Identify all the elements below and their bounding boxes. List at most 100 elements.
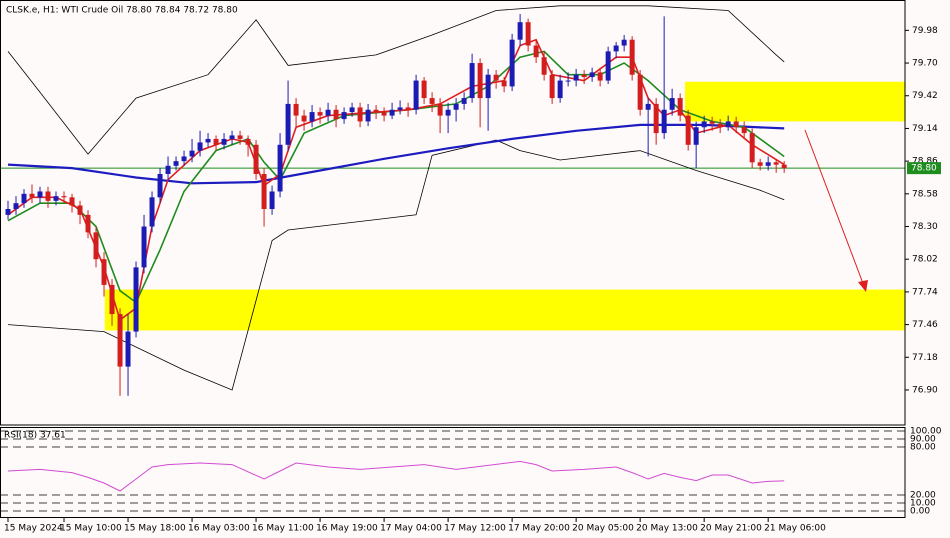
candle-body (661, 109, 667, 134)
rsi-tick-label: 20.00 (910, 491, 936, 501)
rsi-tick-label: 100.00 (910, 427, 942, 437)
candle-body (301, 115, 307, 122)
y-tick-label: 79.42 (912, 91, 938, 101)
candle-body (781, 164, 787, 169)
candle-body (589, 72, 595, 78)
candle-body (197, 142, 203, 151)
y-tick-label: 79.14 (912, 124, 938, 134)
y-tick-label: 77.18 (912, 353, 938, 363)
candle-body (461, 98, 467, 104)
candle-body (237, 135, 243, 139)
candle-body (93, 232, 99, 260)
y-tick-label: 78.58 (912, 189, 938, 199)
x-tick-label: 16 May 03:00 (188, 524, 250, 534)
candle-body (109, 284, 115, 315)
candle-body (469, 63, 475, 99)
candle-body (245, 138, 251, 145)
current-price-label: 78.80 (911, 164, 937, 174)
candle-body (13, 203, 19, 209)
rsi-tick-label: 90.00 (910, 435, 936, 445)
candle-body (277, 144, 283, 192)
candle-body (61, 196, 67, 198)
candle-body (141, 226, 147, 268)
price-frame (0, 0, 906, 426)
candle-body (221, 138, 227, 145)
candle-body (533, 45, 539, 58)
x-tick-label: 21 May 06:00 (764, 524, 826, 534)
candle-body (605, 51, 611, 81)
candle-body (181, 156, 187, 162)
rsi-frame (0, 427, 906, 518)
candle-body (701, 121, 707, 128)
candle-body (421, 80, 427, 99)
candle-body (413, 80, 419, 110)
candle-body (397, 107, 403, 110)
candle-body (485, 74, 491, 99)
y-tick-label: 78.02 (912, 255, 938, 265)
candle-body (117, 314, 123, 367)
candle-body (557, 80, 563, 99)
candle-body (429, 98, 435, 104)
candle-body (333, 109, 339, 120)
y-tick-label: 76.90 (912, 385, 938, 395)
candle-body (493, 74, 499, 81)
candle-body (165, 165, 171, 174)
candle-body (541, 57, 547, 75)
candle-body (477, 63, 483, 99)
y-tick-label: 79.70 (912, 59, 938, 69)
x-tick-label: 20 May 05:00 (572, 524, 634, 534)
candle-body (157, 173, 163, 198)
x-tick-label: 20 May 13:00 (636, 524, 698, 534)
candle-body (693, 127, 699, 145)
rsi-tick-label: 0.00 (910, 507, 930, 517)
candle-body (101, 259, 107, 285)
candle-body (613, 45, 619, 52)
candle-body (149, 197, 155, 227)
candle-body (525, 22, 531, 46)
y-tick-label: 79.98 (912, 26, 938, 36)
chart-title: CLSK.e, H1: WTI Crude Oil 78.80 78.84 78… (6, 6, 238, 16)
x-tick-label: 15 May 10:00 (60, 524, 122, 534)
rsi-tick-label: 10.00 (910, 499, 936, 509)
x-tick-label: 20 May 21:00 (700, 524, 762, 534)
x-tick-label: 16 May 19:00 (316, 524, 378, 534)
x-tick-label: 17 May 12:00 (444, 524, 506, 534)
candle-body (29, 193, 35, 198)
candle-body (573, 74, 579, 81)
candle-body (757, 162, 763, 166)
x-tick-label: 16 May 11:00 (252, 524, 314, 534)
candle-body (709, 121, 715, 124)
candle-body (733, 121, 739, 128)
indicator-line (7, 123, 785, 185)
candle-body (325, 109, 331, 116)
candle-body (597, 72, 603, 81)
candle-body (309, 112, 315, 122)
candle-body (765, 162, 771, 166)
candle-body (77, 205, 83, 215)
candle-body (21, 193, 27, 204)
candle-body (261, 173, 267, 209)
candle-body (213, 138, 219, 145)
candle-body (373, 109, 379, 113)
candle-body (53, 196, 59, 201)
candle-body (581, 74, 587, 78)
candle-body (45, 191, 51, 201)
current-price-box (907, 162, 941, 175)
x-tick-label: 17 May 04:00 (380, 524, 442, 534)
x-tick-label: 15 May 18:00 (124, 524, 186, 534)
candle-body (685, 115, 691, 145)
candle-body (349, 107, 355, 113)
candle-body (501, 80, 507, 87)
zone (684, 81, 905, 122)
candle-body (629, 39, 635, 75)
candle-body (189, 150, 195, 157)
candle-body (773, 162, 779, 165)
candle-body (269, 191, 275, 209)
rsi-tick-label: 80.00 (910, 443, 936, 453)
y-tick-label: 78.86 (912, 157, 938, 167)
candle-body (677, 98, 683, 116)
candle-body (741, 127, 747, 134)
rsi-line (7, 460, 785, 492)
